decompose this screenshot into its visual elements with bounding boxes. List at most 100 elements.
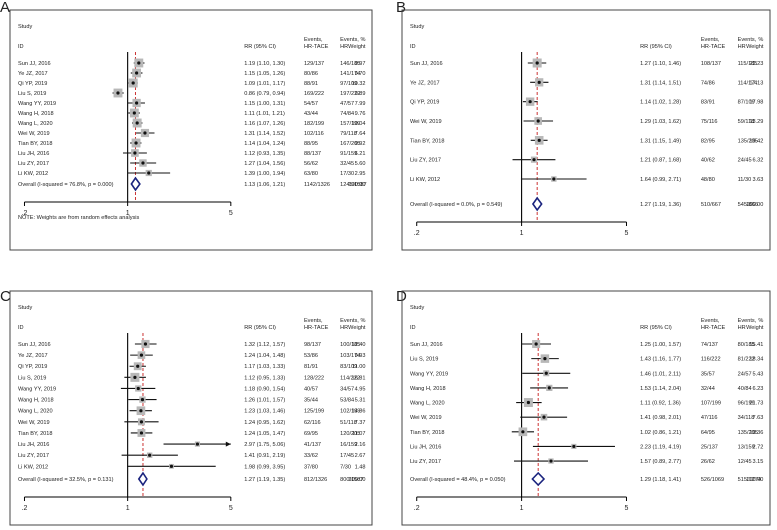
- header-weight: Weight: [348, 44, 366, 50]
- study-events-1: 35/57: [701, 371, 715, 377]
- study-events-1: 37/80: [304, 464, 318, 470]
- study-weight: 7.64: [355, 131, 366, 137]
- study-row: Sun JJ, 2016 1.32 (1.12, 1.57) 98/137 100/1…: [18, 339, 365, 349]
- study-name: Sun JJ, 2016: [410, 61, 443, 67]
- study-events-1: 56/62: [304, 161, 318, 167]
- point-estimate: [537, 138, 541, 142]
- study-name: Sun JJ, 2016: [18, 61, 51, 67]
- study-weight: 19.36: [749, 430, 763, 436]
- study-row: Wang YY, 2019 1.46 (1.01, 2.11) 35/57 24/57…: [410, 370, 763, 377]
- study-rr-ci: 1.14 (1.02, 1.28): [640, 100, 681, 106]
- study-row: Liu ZY, 2017 1.57 (0.89, 2.77) 26/62 12/45 3…: [410, 458, 763, 465]
- study-events-2: 17/45: [340, 453, 354, 459]
- study-events-2: 197/222: [340, 91, 360, 97]
- study-events-2: 114/222: [340, 375, 360, 381]
- x-axis: .2 1 5: [414, 496, 629, 512]
- study-row: Li KW, 2012 1.39 (1.00, 1.94) 63/80 17/30 2.…: [18, 169, 366, 177]
- point-estimate: [549, 459, 553, 463]
- study-events-2: 141/174: [340, 71, 360, 77]
- header-group-2: HR: [340, 44, 348, 50]
- study-weight: 6.23: [752, 386, 763, 392]
- study-row: Liu JH, 2016 2.23 (1.19, 4.19) 25/137 13/15…: [410, 443, 763, 450]
- point-estimate: [116, 91, 120, 95]
- header-group-2: HR: [738, 44, 746, 50]
- study-rr-ci: 1.32 (1.12, 1.57): [244, 342, 285, 348]
- panel-border: [401, 9, 771, 251]
- study-name: Wang L, 2020: [18, 121, 53, 127]
- study-row: Sun JJ, 2016 1.25 (1.00, 1.57) 74/137 80/18…: [410, 339, 763, 349]
- study-rr-ci: 1.24 (1.04, 1.48): [244, 353, 285, 359]
- study-events-1: 47/116: [701, 415, 718, 421]
- overall-weight: 100.00: [348, 477, 365, 483]
- study-name: Wang H, 2018: [18, 398, 54, 404]
- study-events-1: 41/137: [304, 442, 321, 448]
- study-events-1: 63/80: [304, 171, 318, 177]
- study-rr-ci: 1.17 (1.03, 1.33): [244, 364, 285, 370]
- study-name: Wang L, 2020: [410, 401, 445, 407]
- study-row: Wei W, 2019 1.31 (1.14, 1.52) 102/116 79/11…: [18, 128, 366, 138]
- header-percent: %: [758, 318, 763, 324]
- header-percent: %: [758, 37, 763, 43]
- study-name: Tian BY, 2018: [18, 431, 53, 437]
- study-events-2: 87/109: [738, 100, 755, 106]
- study-rr-ci: 1.64 (0.99, 2.71): [640, 177, 681, 183]
- study-name: Liu ZY, 2017: [410, 158, 441, 164]
- study-weight: 5.31: [355, 398, 366, 404]
- study-weight: 2.67: [355, 453, 366, 459]
- study-name: Ye JZ, 2017: [410, 80, 440, 86]
- overall-rr-ci: 1.13 (1.06, 1.21): [244, 182, 285, 188]
- study-row: Wang H, 2018 1.53 (1.14, 2.04) 32/44 40/84 6…: [410, 384, 763, 392]
- study-weight: 2.95: [355, 171, 366, 177]
- study-weight: 7.63: [752, 415, 763, 421]
- study-name: Qi YP, 2019: [410, 100, 439, 106]
- study-events-2: 13/159: [738, 444, 755, 450]
- study-name: Wei W, 2019: [18, 420, 50, 426]
- header-group-1: HR-TACE: [304, 325, 329, 331]
- study-name: Wang YY, 2019: [410, 371, 448, 377]
- point-estimate: [552, 177, 556, 181]
- study-rr-ci: 1.57 (0.89, 2.77): [640, 459, 681, 465]
- study-events-2: 167/205: [340, 141, 360, 147]
- overall-events-2: 515/1274: [738, 477, 761, 483]
- study-rr-ci: 1.31 (1.14, 1.52): [244, 131, 285, 137]
- study-name: Tian BY, 2018: [410, 138, 445, 144]
- panel-border: [9, 290, 373, 526]
- header-weight: Weight: [746, 44, 764, 50]
- study-name: Tian BY, 2018: [410, 430, 445, 436]
- study-name: Wang H, 2018: [18, 111, 54, 117]
- study-weight: 2.16: [355, 442, 366, 448]
- point-estimate: [141, 161, 145, 165]
- study-events-2: 83/109: [340, 364, 357, 370]
- study-weight: 9.70: [355, 71, 366, 77]
- header-weight: Weight: [746, 325, 764, 331]
- header-group-1: HR-TACE: [701, 325, 726, 331]
- overall-rr-ci: 1.27 (1.19, 1.35): [244, 477, 285, 483]
- x-tick-label: 5: [625, 230, 629, 237]
- study-events-1: 98/137: [304, 342, 321, 348]
- study-row: Tian BY, 2018 1.31 (1.15, 1.49) 82/95 135/2…: [410, 136, 763, 145]
- study-events-2: 91/159: [340, 151, 357, 157]
- x-tick-label: 1: [126, 210, 130, 217]
- study-row: Wang L, 2020 1.16 (1.07, 1.26) 182/199 157/…: [18, 118, 365, 128]
- study-name: Liu S, 2019: [18, 91, 46, 97]
- study-row: Liu S, 2019 1.43 (1.16, 1.77) 116/222 81/22…: [410, 354, 763, 363]
- study-rr-ci: 1.02 (0.86, 1.21): [640, 430, 681, 436]
- study-events-2: 7/30: [340, 464, 351, 470]
- study-weight: 5.43: [752, 371, 763, 377]
- study-events-2: 17/30: [340, 171, 354, 177]
- study-weight: 22.23: [749, 61, 763, 67]
- study-rr-ci: 1.24 (1.05, 1.47): [244, 431, 285, 437]
- header-percent: %: [360, 37, 365, 43]
- point-estimate: [535, 61, 539, 65]
- study-rr-ci: 1.15 (1.00, 1.31): [244, 101, 285, 107]
- header-events-2: Events,: [738, 37, 757, 43]
- study-weight: 18.34: [749, 357, 763, 363]
- study-name: Liu JH, 2016: [18, 151, 49, 157]
- study-rr-ci: 1.25 (1.00, 1.57): [640, 342, 681, 348]
- study-weight: 12.40: [351, 342, 365, 348]
- study-events-1: 64/95: [701, 430, 715, 436]
- study-row: Tian BY, 2018 1.02 (0.86, 1.21) 64/95 135/2…: [410, 427, 763, 437]
